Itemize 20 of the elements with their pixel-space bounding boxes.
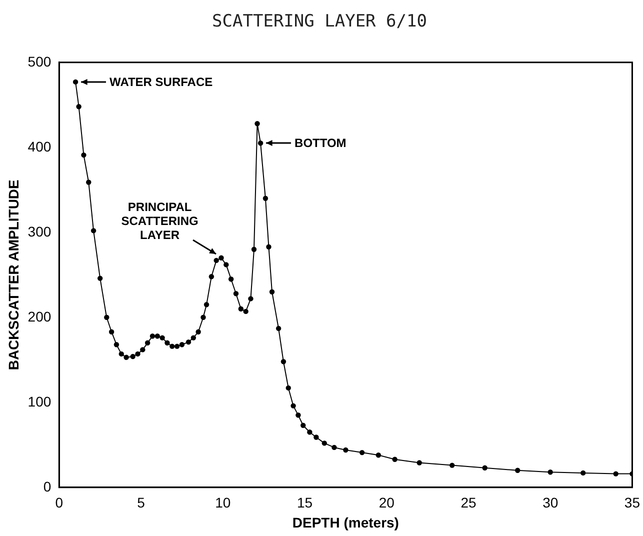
x-tick-label: 15 xyxy=(296,494,313,511)
x-tick-label: 0 xyxy=(55,494,64,511)
x-tick-label: 10 xyxy=(215,494,231,511)
x-tick-label: 5 xyxy=(137,494,146,511)
x-tick-label: 35 xyxy=(624,494,640,511)
x-tick-label: 20 xyxy=(378,494,395,511)
y-tick-label: 500 xyxy=(28,53,52,70)
y-tick-label: 0 xyxy=(43,478,52,494)
annotation: WATER SURFACE xyxy=(110,74,213,89)
y-tick-label: 300 xyxy=(28,223,52,240)
x-axis-title: DEPTH (meters) xyxy=(292,514,399,530)
y-tick-label: 100 xyxy=(28,393,52,410)
chart-title: SCATTERING LAYER 6/10 xyxy=(212,12,427,32)
annotation: PRINCIPAL SCATTERING LAYER xyxy=(121,200,198,242)
annotation: BOTTOM xyxy=(294,136,346,150)
x-tick-label: 30 xyxy=(542,494,558,511)
y-tick-label: 400 xyxy=(28,138,52,154)
y-tick-label: 200 xyxy=(28,308,52,324)
y-axis-title: BACKSCATTER AMPLITUDE xyxy=(5,180,22,370)
x-tick-label: 25 xyxy=(460,494,476,511)
